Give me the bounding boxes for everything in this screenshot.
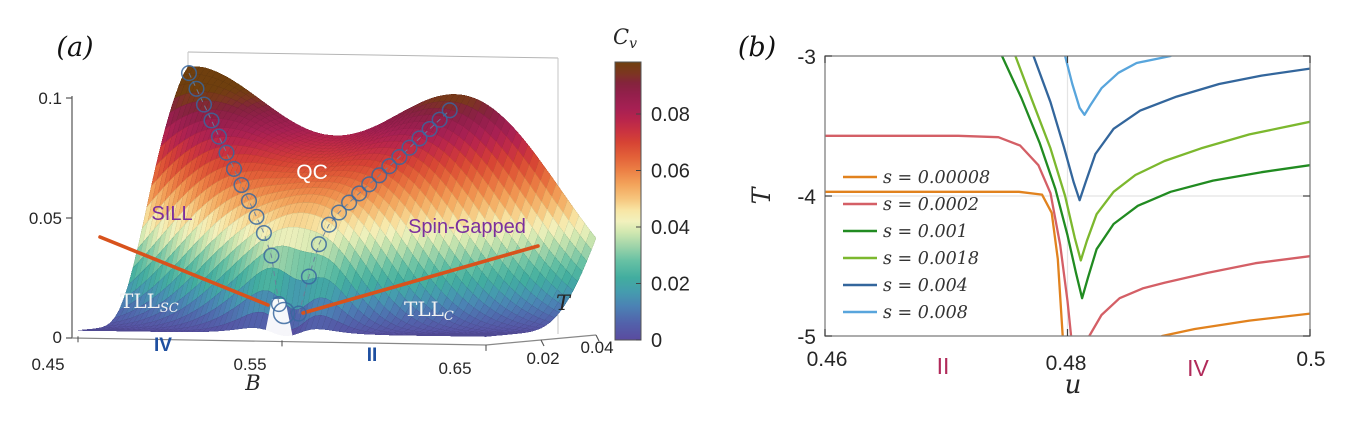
legend-entry-label: s = 0.001 bbox=[883, 222, 968, 242]
b-axis bbox=[71, 334, 600, 351]
curve-4 bbox=[1032, 56, 1310, 202]
region-label-qc: QC bbox=[296, 161, 328, 184]
b-tick-0p65: 0.65 bbox=[438, 359, 471, 378]
legend-entry-label: s = 0.008 bbox=[883, 303, 968, 323]
curves bbox=[825, 56, 1310, 336]
z-tick-0: 0 bbox=[53, 328, 62, 347]
z-tick-0p05: 0.05 bbox=[29, 209, 62, 228]
curve-0 bbox=[1160, 312, 1310, 336]
t-tick-0p02: 0.02 bbox=[526, 349, 559, 368]
legend-entry-label: s = 0.00008 bbox=[883, 168, 990, 188]
colorbar-tick-label: 0.04 bbox=[651, 217, 690, 239]
y-tick-m3: -3 bbox=[797, 46, 816, 69]
crossover-lines bbox=[98, 235, 540, 315]
curve-5 bbox=[1063, 56, 1172, 116]
crossover-line-right bbox=[301, 244, 540, 315]
legend: s = 0.00008 s = 0.0002 s = 0.001 s = 0.0018… bbox=[843, 168, 990, 323]
region-label-iv: IV bbox=[1187, 355, 1209, 381]
t-tick-0p04: 0.04 bbox=[580, 338, 613, 357]
region-label-tll-c: TLLC bbox=[404, 297, 454, 324]
x-tick-0p5: 0.5 bbox=[1296, 348, 1325, 371]
region-label-spin-gapped: Spin-Gapped bbox=[408, 216, 526, 238]
b-axis-label: B bbox=[244, 371, 260, 395]
ridge-chain-left bbox=[180, 65, 287, 313]
legend-entry-label: s = 0.0002 bbox=[883, 195, 979, 215]
valley-gap bbox=[264, 299, 293, 338]
x-tick-0p48: 0.48 bbox=[1046, 352, 1087, 375]
legend-entry-label: s = 0.004 bbox=[883, 276, 968, 296]
region-label-tll-sc: TLLSC bbox=[120, 289, 179, 316]
surface-mesh bbox=[77, 66, 597, 337]
panel-a-label: (a) bbox=[56, 32, 93, 63]
critical-point-marker bbox=[272, 301, 296, 325]
ridge-chain-right bbox=[290, 102, 458, 322]
gridlines bbox=[825, 56, 1310, 336]
curve-1 bbox=[825, 134, 1073, 336]
curve-1 bbox=[1088, 255, 1310, 336]
panel-b-label: (b) bbox=[738, 32, 776, 63]
plot-frame bbox=[824, 55, 1311, 337]
region-label-sill: SILL bbox=[151, 203, 192, 225]
t-axis-label: T bbox=[556, 291, 572, 315]
colorbar-tick-label: 0.06 bbox=[651, 161, 690, 183]
phase-label-ii: II bbox=[367, 345, 378, 366]
colorbar-tick-label: 0 bbox=[651, 330, 662, 352]
b-tick-0p45: 0.45 bbox=[31, 355, 64, 374]
y-tick-m5: -5 bbox=[797, 326, 816, 349]
curve-3 bbox=[1014, 56, 1310, 262]
crossover-line-left bbox=[98, 235, 270, 307]
z-tick-0p1: 0.1 bbox=[38, 89, 62, 108]
z-axis bbox=[66, 96, 73, 339]
y-axis-label-t: T bbox=[747, 185, 776, 204]
b-tick-0p55: 0.55 bbox=[233, 355, 266, 374]
colorbar-title: Cv bbox=[613, 25, 637, 52]
x-tick-0p46: 0.46 bbox=[807, 348, 848, 371]
colorbar-tick-label: 0.02 bbox=[651, 274, 690, 296]
phase-label-iv: IV bbox=[154, 335, 172, 356]
y-tick-m4: -4 bbox=[797, 186, 816, 209]
legend-entry-label: s = 0.0018 bbox=[883, 249, 979, 269]
curve-0 bbox=[825, 190, 1064, 336]
x-axis-label-u: u bbox=[1065, 370, 1082, 400]
colorbar bbox=[614, 61, 642, 341]
region-label-ii: II bbox=[937, 353, 950, 379]
curve-2 bbox=[1000, 56, 1310, 300]
colorbar-tick-label: 0.08 bbox=[651, 104, 690, 126]
